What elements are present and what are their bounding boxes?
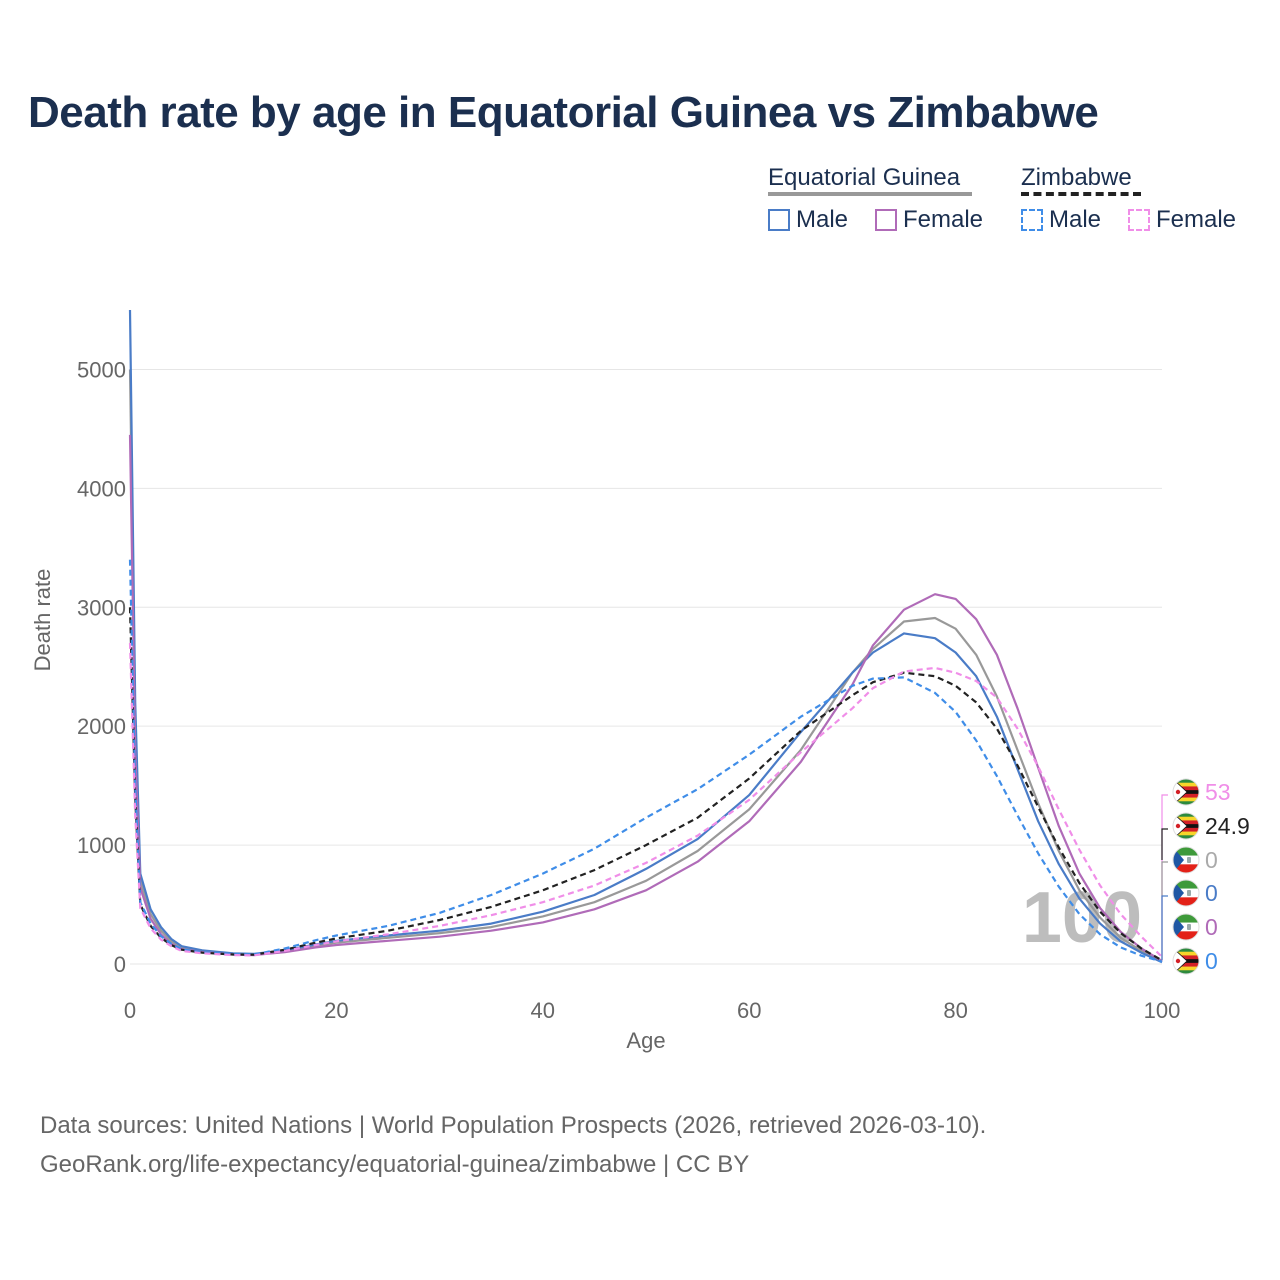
legend-swatch-zw-male bbox=[1021, 209, 1043, 231]
legend-group-zimbabwe[interactable]: Zimbabwe bbox=[1021, 164, 1132, 191]
connector-eq-total bbox=[1161, 861, 1168, 960]
zimbabwe-flag-icon bbox=[1173, 813, 1199, 839]
x-tick-label: 80 bbox=[943, 998, 967, 1023]
connector-zw-total bbox=[1161, 828, 1168, 860]
connector-eq-male bbox=[1161, 895, 1168, 960]
x-tick-label: 20 bbox=[324, 998, 348, 1023]
x-tick-label: 40 bbox=[531, 998, 555, 1023]
y-tick-label: 3000 bbox=[77, 595, 126, 620]
legend-label-eq-male: Male bbox=[796, 206, 849, 233]
legend-item-eq-female[interactable]: Female bbox=[875, 206, 983, 234]
end-value-eq-total: 0 bbox=[1205, 847, 1218, 873]
footer-link[interactable]: GeoRank.org/life-expectancy/equatorial-g… bbox=[40, 1151, 750, 1178]
footer-sources: Data sources: United Nations | World Pop… bbox=[40, 1112, 987, 1139]
legend-item-zw-male[interactable]: Male bbox=[1021, 206, 1101, 234]
legend-group-equatorial-guinea[interactable]: Equatorial Guinea bbox=[768, 164, 961, 191]
series-layer bbox=[128, 309, 1163, 964]
connector-zw-female bbox=[1161, 794, 1168, 960]
y-tick-label: 4000 bbox=[77, 476, 126, 501]
series-line-zw-female[interactable] bbox=[128, 642, 1163, 958]
footer: Data sources: United Nations | World Pop… bbox=[40, 1106, 986, 1184]
chart-title: Death rate by age in Equatorial Guinea v… bbox=[28, 88, 1099, 137]
legend-item-zw-female[interactable]: Female bbox=[1128, 206, 1236, 234]
legend-label-zw-female: Female bbox=[1156, 206, 1237, 233]
equatorial-guinea-flag-icon bbox=[1173, 914, 1199, 940]
end-label-eq-male[interactable]: 0 bbox=[1172, 879, 1218, 907]
zimbabwe-flag-icon bbox=[1173, 779, 1199, 805]
x-axis-ticks: 0 20 40 60 80 100 bbox=[124, 998, 1180, 1023]
y-tick-label: 0 bbox=[114, 952, 126, 977]
zimbabwe-flag-icon bbox=[1173, 948, 1199, 974]
legend: Equatorial Guinea Zimbabwe Male Female M… bbox=[0, 160, 1280, 250]
series-line-zw-male[interactable] bbox=[128, 559, 1163, 963]
y-tick-label: 2000 bbox=[77, 714, 126, 739]
series-line-eq-total[interactable] bbox=[128, 369, 1163, 963]
equatorial-guinea-flag-icon bbox=[1173, 880, 1199, 906]
end-label-zw-female[interactable]: 53 bbox=[1172, 778, 1231, 806]
legend-label-eq-female: Female bbox=[903, 206, 984, 233]
end-labels: 53 24.9 0 0 0 0 bbox=[1161, 778, 1250, 975]
legend-swatch-zw-female bbox=[1128, 209, 1150, 231]
legend-group-line-zimbabwe bbox=[1021, 192, 1141, 196]
end-value-eq-male: 0 bbox=[1205, 880, 1218, 906]
end-value-zw-total: 24.9 bbox=[1205, 813, 1250, 839]
series-line-eq-male[interactable] bbox=[128, 309, 1163, 964]
legend-item-eq-male[interactable]: Male bbox=[768, 206, 848, 234]
y-axis-ticks: 0 1000 2000 3000 4000 5000 bbox=[77, 357, 126, 977]
legend-group-line-equatorial-guinea bbox=[768, 192, 972, 196]
end-label-zw-male[interactable]: 0 bbox=[1172, 947, 1218, 975]
series-line-eq-female[interactable] bbox=[128, 434, 1163, 962]
series-line-zw-total[interactable] bbox=[128, 607, 1163, 962]
legend-swatch-eq-female bbox=[875, 209, 897, 231]
y-axis-label: Death rate bbox=[30, 569, 55, 672]
y-tick-label: 1000 bbox=[77, 833, 126, 858]
legend-swatch-eq-male bbox=[768, 209, 790, 231]
end-value-zw-male: 0 bbox=[1205, 948, 1218, 974]
end-label-eq-total[interactable]: 0 bbox=[1172, 846, 1218, 874]
x-tick-label: 60 bbox=[737, 998, 761, 1023]
end-value-zw-female: 53 bbox=[1205, 779, 1231, 805]
y-tick-label: 5000 bbox=[77, 357, 126, 382]
equatorial-guinea-flag-icon bbox=[1173, 847, 1199, 873]
end-label-zw-total[interactable]: 24.9 bbox=[1172, 812, 1250, 840]
x-axis-label: Age bbox=[626, 1028, 665, 1053]
end-value-eq-female: 0 bbox=[1205, 914, 1218, 940]
legend-label-zw-male: Male bbox=[1049, 206, 1102, 233]
grid-lines bbox=[130, 368, 1162, 965]
x-tick-label: 0 bbox=[124, 998, 136, 1023]
x-tick-label: 100 bbox=[1144, 998, 1181, 1023]
end-label-eq-female[interactable]: 0 bbox=[1172, 913, 1218, 941]
